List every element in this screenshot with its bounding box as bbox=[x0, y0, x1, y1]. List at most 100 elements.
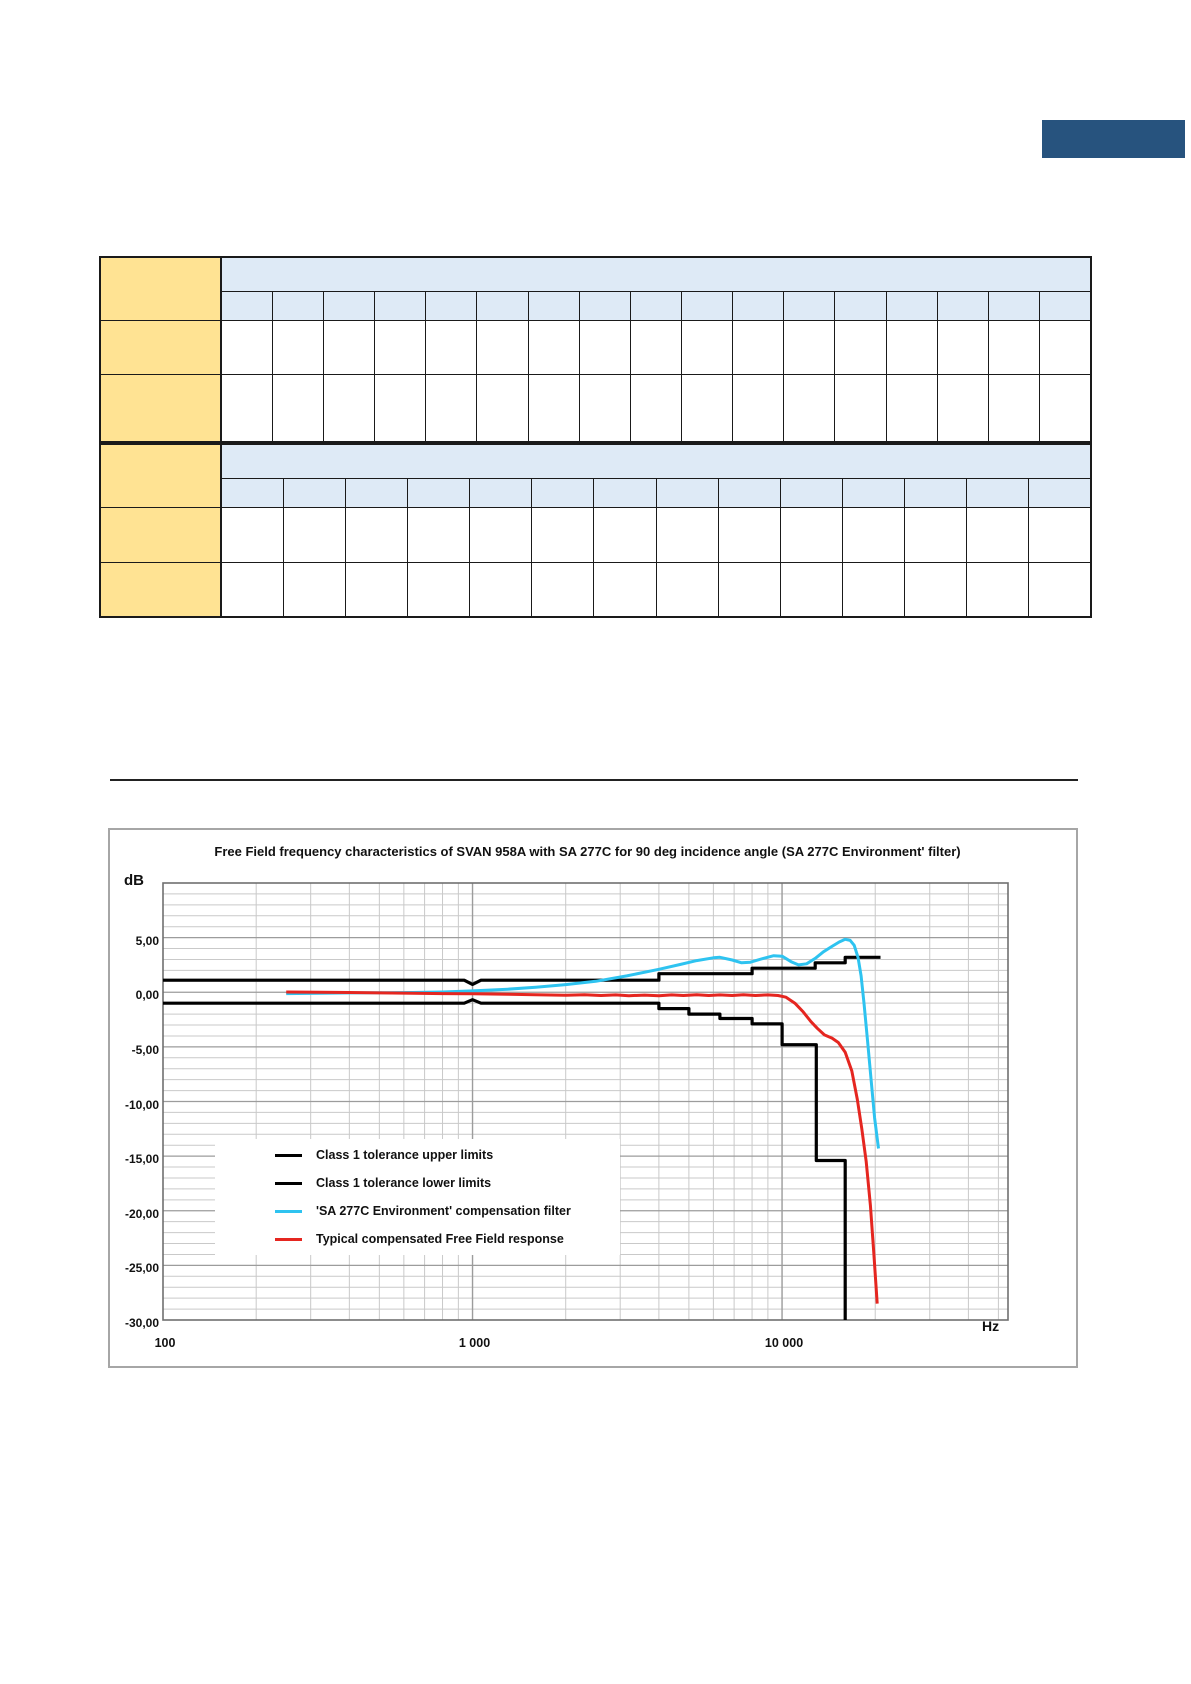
table-cell bbox=[936, 319, 989, 375]
table-cell bbox=[425, 319, 478, 375]
table-cell bbox=[987, 373, 1041, 443]
table-cell bbox=[323, 290, 376, 321]
table-cell bbox=[578, 373, 631, 443]
y-tick-label: 5,00 bbox=[135, 933, 159, 948]
table-cell bbox=[903, 477, 968, 508]
table-cell bbox=[220, 561, 284, 618]
series-curve bbox=[163, 955, 881, 986]
table-cell bbox=[469, 477, 533, 508]
table-cell bbox=[282, 561, 346, 618]
table-cell bbox=[681, 319, 734, 375]
table-cell bbox=[531, 561, 595, 618]
table-cell bbox=[966, 506, 1030, 563]
table-cell bbox=[271, 319, 325, 375]
table-cell bbox=[783, 290, 836, 321]
chart-title: Free Field frequency characteristics of … bbox=[214, 844, 961, 859]
table-cell bbox=[966, 477, 1030, 508]
header-span-cell bbox=[220, 256, 1092, 292]
y-tick-label: -20,00 bbox=[124, 1206, 159, 1221]
table-cell bbox=[629, 319, 683, 375]
spec-table-section-1 bbox=[99, 256, 1092, 443]
table-cell bbox=[425, 373, 478, 443]
frequency-response-chart: Free Field frequency characteristics of … bbox=[108, 828, 1078, 1368]
row-label-cell bbox=[99, 319, 223, 375]
table-cell bbox=[681, 290, 734, 321]
x-tick-label: 1 000 bbox=[458, 1336, 491, 1350]
table-cell bbox=[531, 506, 595, 563]
table-cell bbox=[425, 290, 478, 321]
legend-label: Class 1 tolerance upper limits bbox=[316, 1148, 494, 1162]
table-cell bbox=[578, 290, 631, 321]
table-cell bbox=[885, 373, 938, 443]
table-cell bbox=[987, 290, 1041, 321]
table-cell bbox=[717, 506, 781, 563]
table-cell bbox=[374, 373, 427, 443]
table-cell bbox=[841, 477, 905, 508]
plot-area bbox=[162, 882, 1009, 1321]
y-tick-label: 0,00 bbox=[135, 988, 159, 1003]
table-cell bbox=[779, 477, 843, 508]
legend-line-sample bbox=[275, 1181, 302, 1185]
table-cell bbox=[344, 477, 409, 508]
table-cell bbox=[629, 373, 683, 443]
table-cell bbox=[374, 290, 427, 321]
legend-entry: Typical compensated Free Field response bbox=[215, 1228, 620, 1250]
table-cell bbox=[1039, 319, 1092, 375]
table-cell bbox=[527, 373, 580, 443]
table-cell bbox=[344, 506, 409, 563]
table-cell bbox=[271, 373, 325, 443]
row-label-cell bbox=[99, 443, 223, 508]
table-cell bbox=[593, 506, 657, 563]
table-cell bbox=[834, 373, 887, 443]
series-curve bbox=[163, 998, 847, 1320]
table-cell bbox=[476, 373, 529, 443]
table-cell bbox=[885, 290, 938, 321]
table-cell bbox=[834, 319, 887, 375]
table-cell bbox=[323, 319, 376, 375]
table-cell bbox=[1028, 506, 1092, 563]
blank-spec-table bbox=[99, 256, 1092, 618]
table-cell bbox=[220, 477, 284, 508]
x-axis-unit-label: Hz bbox=[982, 1318, 1000, 1334]
table-cell bbox=[476, 319, 529, 375]
table-cell bbox=[271, 290, 325, 321]
table-cell bbox=[681, 373, 734, 443]
table-cell bbox=[374, 319, 427, 375]
row-label-cell bbox=[99, 256, 223, 321]
header-span-cell bbox=[220, 443, 1092, 479]
table-cell bbox=[593, 561, 657, 618]
legend-label: 'SA 277C Environment' compensation filte… bbox=[316, 1204, 571, 1218]
table-cell bbox=[593, 477, 657, 508]
table-cell bbox=[527, 290, 580, 321]
table-cell bbox=[903, 506, 968, 563]
table-cell bbox=[476, 290, 529, 321]
table-cell bbox=[1039, 373, 1092, 443]
table-cell bbox=[936, 373, 989, 443]
table-cell bbox=[1028, 477, 1092, 508]
table-cell bbox=[1028, 561, 1092, 618]
y-tick-label: -25,00 bbox=[124, 1261, 159, 1276]
legend-entry: Class 1 tolerance upper limits bbox=[215, 1144, 620, 1166]
table-cell bbox=[779, 506, 843, 563]
table-cell bbox=[1039, 290, 1092, 321]
table-cell bbox=[717, 477, 781, 508]
table-cell bbox=[732, 319, 785, 375]
series-curve bbox=[286, 937, 880, 1149]
plot-frame bbox=[162, 882, 1009, 1321]
y-tick-label: -15,00 bbox=[124, 1152, 159, 1167]
table-cell bbox=[469, 561, 533, 618]
legend-label: Class 1 tolerance lower limits bbox=[316, 1176, 492, 1190]
corner-color-badge bbox=[1042, 120, 1185, 158]
table-cell bbox=[655, 506, 719, 563]
table-cell bbox=[732, 373, 785, 443]
table-cell bbox=[578, 319, 631, 375]
table-cell bbox=[903, 561, 968, 618]
table-cell bbox=[531, 477, 595, 508]
table-cell bbox=[220, 373, 273, 443]
table-cell bbox=[407, 477, 471, 508]
table-cell bbox=[282, 477, 346, 508]
chart-legend: Class 1 tolerance upper limits Class 1 to… bbox=[215, 1139, 620, 1255]
table-cell bbox=[527, 319, 580, 375]
y-tick-label: -30,00 bbox=[124, 1316, 159, 1330]
series-curve bbox=[286, 990, 879, 1304]
